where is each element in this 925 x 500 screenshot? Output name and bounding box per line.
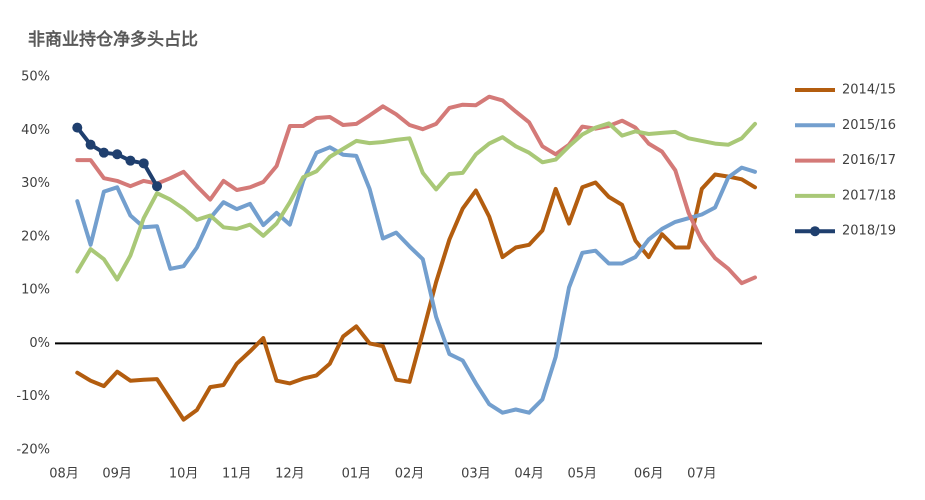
x-tick-label: 01月 [342,467,372,482]
series-line [75,94,757,286]
series-line [75,121,757,282]
legend-marker [810,226,820,237]
chart-title: 非商业持仓净多头占比 [28,29,198,50]
series-marker [152,181,163,192]
series-marker [98,147,109,158]
legend-label: 2018/19 [842,224,896,239]
x-tick-label: 07月 [687,467,717,482]
legend-label: 2017/18 [842,188,896,203]
y-tick-label: 0% [29,336,50,351]
x-tick-label: 03月 [461,467,491,482]
x-tick-label: 02月 [395,467,425,482]
x-tick-label: 09月 [102,467,132,482]
x-tick-label: 11月 [222,467,252,482]
series-marker [138,158,149,169]
x-tick-label: 10月 [169,467,199,482]
y-tick-label: -20% [16,443,50,458]
y-tick-label: 20% [21,229,50,244]
series-line [75,145,757,415]
x-tick-label: 12月 [275,467,305,482]
y-tick-label: 50% [21,70,50,85]
series-marker [85,139,96,150]
series-line [75,172,757,422]
series-marker [125,155,136,166]
x-tick-label: 04月 [514,467,544,482]
series-marker [112,149,123,160]
y-tick-label: -10% [16,389,50,404]
x-tick-label: 06月 [634,467,664,482]
legend-label: 2015/16 [842,118,896,133]
legend-label: 2016/17 [842,153,896,168]
x-tick-label: 05月 [567,467,597,482]
x-tick-label: 08月 [49,467,79,482]
y-tick-label: 10% [21,283,50,298]
series-marker [72,122,83,133]
y-tick-label: 30% [21,176,50,191]
y-tick-label: 40% [21,123,50,138]
legend-label: 2014/15 [842,83,896,98]
